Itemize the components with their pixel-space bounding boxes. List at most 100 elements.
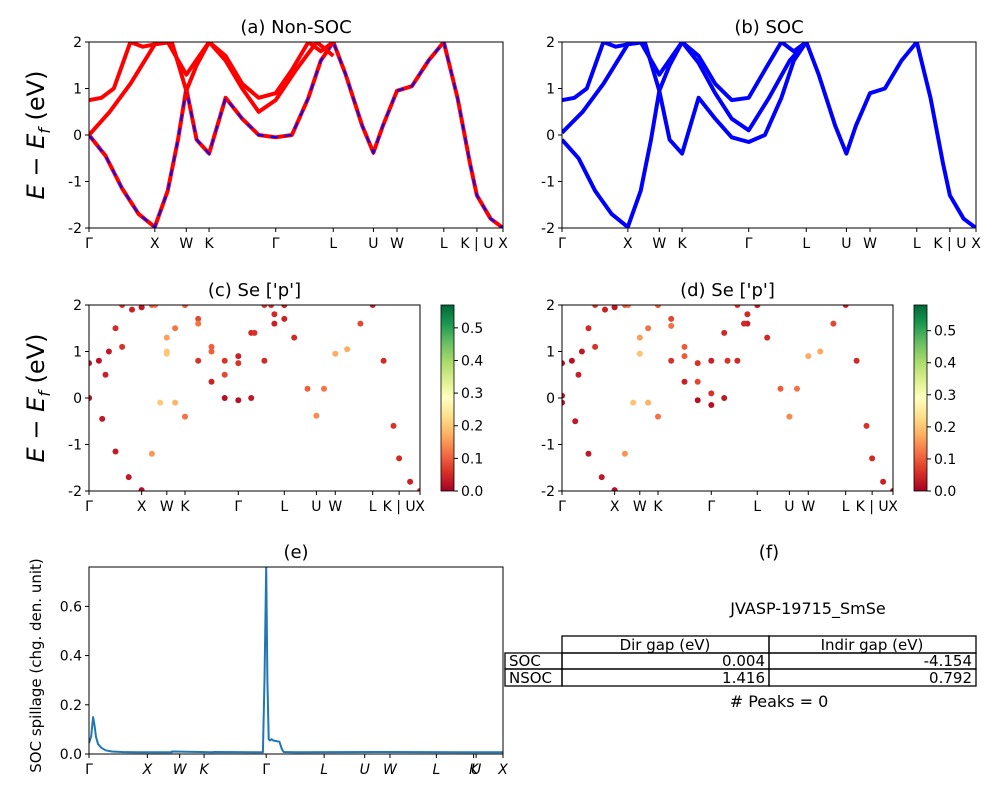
xtick-label-e-11: X <box>497 762 508 778</box>
scatter-point-d-1-2 <box>578 348 585 355</box>
ytick-label-e-3: 0.6 <box>60 599 82 615</box>
xtick-label-a-4: Γ <box>272 236 280 252</box>
scatter-point-d-2-8 <box>681 353 688 360</box>
scatter-point-c-2-5 <box>163 334 170 341</box>
scatter-point-c-0-25 <box>369 305 376 308</box>
gap-table <box>504 635 977 687</box>
row1-ylabel: E − Ef (eV) <box>22 71 54 200</box>
ytick-label-b-3: 1 <box>546 82 555 98</box>
row2-ylabel: E − Ef (eV) <box>22 334 54 463</box>
scatter-point-d-2-7 <box>668 322 675 329</box>
xtick-label-d-6: U <box>784 499 794 515</box>
scatter-point-c-2-11 <box>251 329 258 336</box>
scatter-point-c-1-0 <box>89 360 92 367</box>
scatter-point-c-0-14 <box>248 395 255 401</box>
xtick-label-d-0: Γ <box>558 499 566 515</box>
cell-soc-indir: -4.154 <box>924 652 972 670</box>
scatter-point-c-0-18 <box>291 334 298 341</box>
scatter-point-c-0-10 <box>195 357 202 364</box>
scatter-point-c-0-12 <box>221 395 228 401</box>
scatter-point-d-0-19 <box>777 385 784 392</box>
xtick-label-a-6: U <box>368 236 378 252</box>
axes-frame-e <box>88 566 504 755</box>
plot-area-b <box>562 42 976 228</box>
panel-c-title: (c) Se ['p'] <box>208 280 301 301</box>
scatter-point-d-0-29 <box>880 478 887 485</box>
xtick-label-b-9: K | U <box>933 236 966 252</box>
scatter-point-d-0-5 <box>621 450 628 457</box>
xtick-label-b-2: W <box>652 236 666 252</box>
panel-f: (f) JVASP-19715_SmSe Dir gap (eV) Indir … <box>504 542 977 711</box>
colorbar-label-c-4: 0.4 <box>461 353 483 369</box>
xtick-label-c-10: X <box>415 499 425 515</box>
scatter-point-c-2-7 <box>195 320 202 327</box>
scatter-point-c-2-12 <box>268 305 275 308</box>
xtick-label-e-3: K <box>199 762 210 778</box>
ytick-label-c-2: 0 <box>73 391 82 407</box>
panel-d-title: (d) Se ['p'] <box>680 280 775 301</box>
scatter-point-c-1-12 <box>208 343 215 350</box>
scatter-point-d-1-16 <box>734 305 741 308</box>
scatter-point-d-2-2 <box>592 343 599 350</box>
scatter-point-d-1-4 <box>592 305 599 308</box>
colorbar-label-c-5: 0.5 <box>461 321 483 337</box>
series-overlay-a-0 <box>89 42 503 228</box>
series-line-b-1 <box>562 42 808 103</box>
plot-area-d <box>562 305 893 491</box>
scatter-point-c-1-3 <box>112 325 119 332</box>
scatter-point-d-1-12 <box>681 343 688 350</box>
xtick-label-b-3: K <box>677 236 687 252</box>
xtick-label-e-7: W <box>383 762 398 778</box>
colorbar-label-c-1: 0.1 <box>461 451 483 467</box>
xtick-label-a-5: L <box>329 236 337 252</box>
series-line-b-2 <box>562 42 808 135</box>
scatter-point-c-2-4 <box>148 305 155 308</box>
scatter-point-c-2-9 <box>221 371 228 378</box>
series-line-a-2 <box>89 42 335 137</box>
xtick-label-a-3: K <box>204 236 214 252</box>
peaks-label: # Peaks = 0 <box>730 692 829 711</box>
scatter-point-c-0-6 <box>157 399 164 406</box>
scatter-point-c-0-29 <box>407 478 414 485</box>
scatter-point-d-2-0 <box>562 392 565 399</box>
scatter-point-d-1-13 <box>694 360 701 367</box>
scatter-point-c-0-20 <box>313 412 320 419</box>
scatter-point-c-2-10 <box>235 360 242 367</box>
xtick-label-a-7: W <box>390 236 404 252</box>
ytick-label-e-2: 0.4 <box>60 649 82 665</box>
xtick-label-c-0: Γ <box>85 499 93 515</box>
ytick-label-a-1: -1 <box>68 175 82 191</box>
series-line-e-0 <box>89 567 503 754</box>
scatter-point-d-0-9 <box>655 413 661 420</box>
xtick-label-c-2: W <box>160 499 174 515</box>
scatter-point-c-0-13 <box>235 397 242 404</box>
xtick-label-e-2: W <box>173 762 188 778</box>
scatter-point-c-1-1 <box>95 357 102 364</box>
scatter-point-d-0-1 <box>572 418 579 425</box>
xtick-label-e-1: X <box>142 762 153 778</box>
ytick-label-b-4: 2 <box>546 35 555 51</box>
ytick-label-b-0: -2 <box>541 221 555 237</box>
scatter-point-d-0-13 <box>708 402 715 408</box>
scatter-point-c-0-2 <box>112 448 119 455</box>
scatter-point-d-0-21 <box>794 385 800 392</box>
xtick-label-b-8: L <box>913 236 921 252</box>
series-line-a-1 <box>89 42 335 103</box>
colorbar-label-d-1: 0.1 <box>934 452 956 468</box>
scatter-point-d-0-3 <box>598 474 605 481</box>
material-label: JVASP-19715_SmSe <box>729 599 885 619</box>
row-label-soc: SOC <box>509 652 541 670</box>
scatter-point-d-0-14 <box>721 395 728 401</box>
scatter-point-d-0-4 <box>611 487 618 491</box>
xtick-label-c-9: K | U <box>383 499 416 515</box>
xtick-label-d-1: X <box>610 499 620 515</box>
xtick-label-e-6: U <box>360 762 370 778</box>
scatter-point-d-0-6 <box>630 399 637 406</box>
scatter-point-c-2-8 <box>208 348 215 355</box>
svg-text:E − Ef (eV): E − Ef (eV) <box>22 334 54 463</box>
scatter-point-d-1-3 <box>585 325 592 332</box>
scatter-point-d-0-11 <box>681 378 688 385</box>
colorbar-d <box>913 304 928 492</box>
